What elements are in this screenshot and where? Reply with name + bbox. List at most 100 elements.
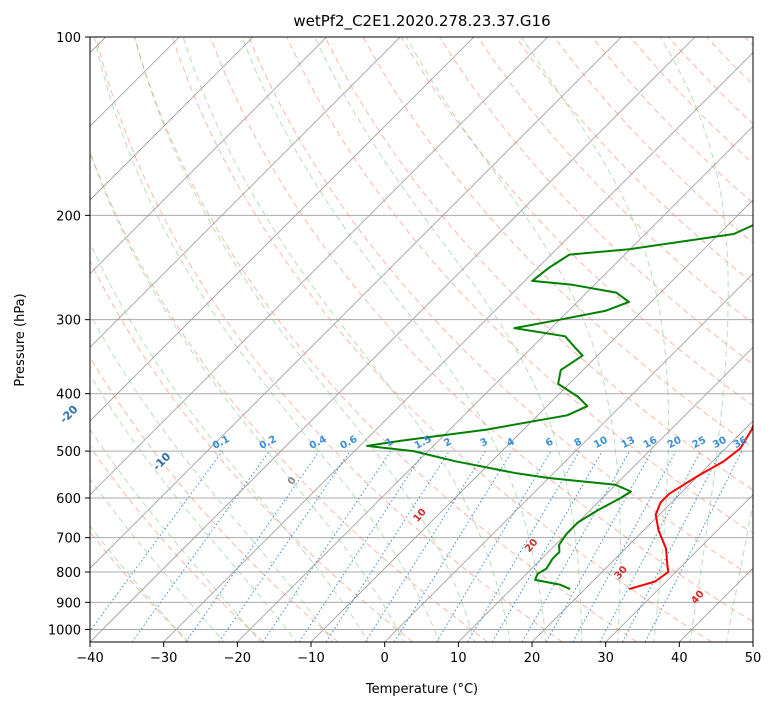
moist-adiabat-line — [90, 241, 369, 642]
plot-frame — [89, 36, 754, 643]
y-tick-label: 400 — [56, 388, 81, 403]
y-tick-label: 300 — [56, 314, 81, 329]
mixing-ratio-line — [131, 450, 270, 642]
mixing-ratio-line — [298, 450, 425, 642]
isotherm-line — [679, 567, 753, 642]
dry-adiabat-line — [515, 37, 753, 284]
isotherm-line — [531, 420, 753, 642]
moist-adiabat-label: 10 — [412, 507, 429, 525]
isotherm-line — [605, 494, 753, 642]
mixing-ratio-label: 13 — [620, 435, 637, 451]
mixing-ratio-label: 20 — [666, 435, 683, 451]
moist-adiabat-line — [405, 37, 621, 642]
dry-adiabat-line — [95, 37, 563, 642]
mixing-ratio-line — [364, 450, 486, 642]
mixing-ratio-line — [435, 450, 552, 642]
mixing-ratio-line — [393, 450, 513, 642]
y-tick-label: 700 — [56, 532, 81, 547]
dry-adiabat-line — [210, 37, 753, 623]
isotherm-line — [310, 199, 753, 642]
isotherm-line — [90, 37, 622, 569]
x-tick-label: −10 — [297, 651, 324, 666]
x-tick-label: 0 — [381, 651, 389, 666]
moist-adiabat-line — [182, 37, 511, 642]
dry-adiabat-line — [90, 259, 414, 642]
mixing-ratio-line — [599, 450, 701, 642]
x-tick-label: −20 — [224, 651, 251, 666]
moist-adiabat-line — [725, 501, 753, 642]
mixing-ratio-line — [185, 450, 320, 642]
dry-adiabat-line — [133, 37, 638, 642]
y-axis-label: Pressure (hPa) — [13, 293, 28, 386]
moist-adiabat-line — [90, 525, 189, 642]
moist-adiabat-label: 20 — [523, 537, 540, 555]
dry-adiabat-line — [477, 37, 753, 325]
moist-adiabat-label: 0 — [286, 475, 299, 487]
dry-adiabat-line — [90, 531, 190, 642]
dry-adiabat-line — [553, 37, 753, 244]
y-tick-label: 800 — [56, 566, 81, 581]
dry-adiabat-line — [438, 37, 753, 366]
dry-adiabat-label: -10 — [150, 450, 173, 473]
moist-adiabat-line — [659, 37, 729, 642]
y-tick-label: 600 — [56, 492, 81, 507]
dry-adiabat-line — [171, 37, 712, 642]
y-tick-label: 100 — [56, 31, 81, 46]
chart-title: wetPf2_C2E1.2020.278.23.37.G16 — [293, 12, 550, 31]
mixing-ratio-label: 8 — [573, 436, 584, 449]
dry-adiabat-line — [90, 356, 339, 642]
x-tick-label: 30 — [597, 651, 614, 666]
moist-adiabat-line — [90, 150, 405, 642]
moist-adiabat-label: 30 — [613, 564, 630, 582]
isotherm-line — [90, 37, 254, 201]
isotherm-line — [90, 37, 327, 275]
moist-adiabat-line — [90, 374, 298, 642]
isotherm-line — [90, 37, 401, 348]
dry-adiabat-line — [706, 37, 753, 86]
x-tick-label: −30 — [150, 651, 177, 666]
x-tick-label: 40 — [671, 651, 688, 666]
dry-adiabat-line — [668, 37, 753, 125]
mixing-ratio-line — [325, 450, 450, 642]
moist-adiabat-line — [90, 478, 225, 642]
mixing-ratio-line — [545, 450, 653, 642]
isotherm-line — [752, 641, 753, 642]
dry-adiabat-line — [744, 37, 753, 47]
isotherm-line — [237, 125, 753, 642]
moist-adiabat-line — [90, 313, 334, 642]
mixing-ratio-line — [521, 450, 630, 642]
mixing-ratio-line — [572, 450, 677, 642]
moist-adiabat-line — [314, 37, 583, 642]
mixing-ratio-label: 10 — [592, 435, 609, 451]
y-tick-label: 900 — [56, 596, 81, 611]
mixing-ratio-label: 4 — [505, 436, 516, 449]
dry-adiabat-line — [286, 37, 753, 534]
isotherm-line — [384, 273, 753, 642]
mixing-ratio-label: 3 — [479, 436, 490, 449]
moist-adiabat-line — [134, 37, 476, 642]
x-tick-label: −40 — [76, 651, 103, 666]
isotherm-line — [458, 346, 753, 642]
dry-adiabat-line — [591, 37, 753, 204]
moist-adiabat-line — [521, 37, 669, 642]
dry-adiabat-line — [90, 150, 488, 642]
dewpoint-line — [366, 224, 753, 591]
isotherm-line — [90, 37, 696, 642]
mixing-ratio-line — [218, 450, 351, 642]
moist-adiabat-line — [762, 37, 775, 644]
y-tick-label: 500 — [56, 445, 81, 460]
dry-adiabat-label: -20 — [57, 403, 80, 426]
moist-adiabat-line — [90, 428, 262, 642]
isotherm-line — [90, 37, 548, 496]
moist-adiabat-line — [241, 37, 547, 642]
mixing-ratio-label: 6 — [544, 436, 555, 449]
temperature-line — [628, 423, 753, 591]
moist-adiabat-label: 40 — [689, 589, 706, 607]
x-tick-label: 20 — [524, 651, 541, 666]
mixing-ratio-label: 2 — [442, 436, 453, 449]
mixing-ratio-line — [491, 450, 603, 642]
mixing-ratio-label: 0.2 — [258, 434, 279, 452]
isotherm-line — [163, 52, 753, 642]
x-axis-label: Temperature (°C) — [365, 682, 478, 697]
